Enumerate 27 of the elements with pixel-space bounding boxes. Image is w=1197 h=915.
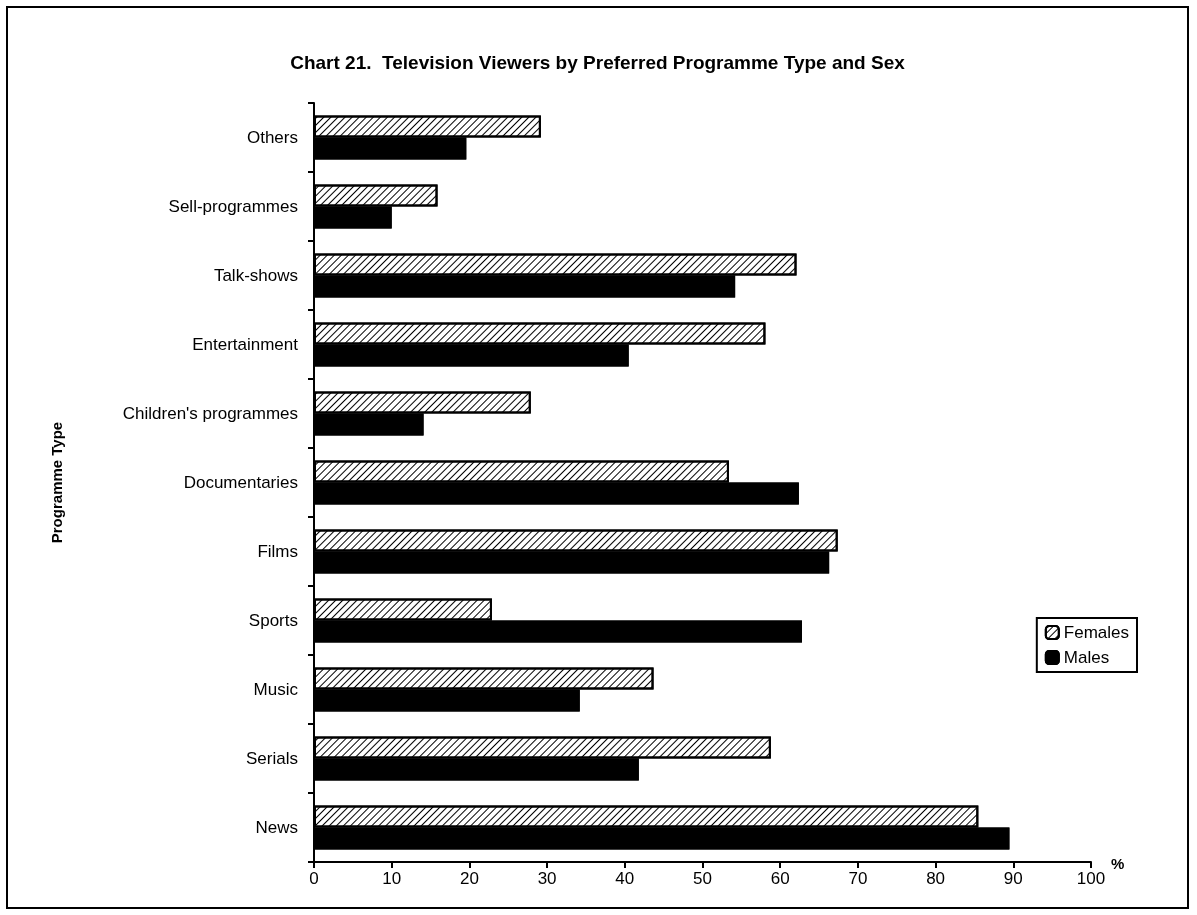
y-tick-label: Children's programmes [122,404,298,423]
x-tick-label: 70 [848,869,868,888]
y-tick-label: Talk-shows [213,266,298,285]
y-tick-label: Entertainment [192,335,299,354]
y-tick-label: Others [246,128,298,147]
x-tick-label: 30 [537,869,557,888]
y-tick-label: Films [257,542,298,561]
x-tick-label: 20 [459,869,479,888]
legend-label: Males [1063,648,1110,667]
x-tick-label: 50 [693,869,712,888]
y-tick-label: Music [253,680,299,699]
x-tick-label: 100 [1076,869,1106,888]
x-tick-label: 40 [615,869,635,888]
x-tick-label: 10 [382,869,402,888]
y-axis-title: Programme Type [48,421,65,544]
x-tick-label: 80 [926,869,946,888]
chart-title: Chart 21. Television Viewers by Preferred Programme Type and Sex [290,52,906,73]
x-tick-label: 60 [770,869,790,888]
y-tick-label: Sports [248,611,298,630]
y-tick-label: Sell-programmes [168,197,298,216]
x-axis-title: % [1111,855,1125,872]
x-tick-label: 0 [309,869,319,888]
y-tick-label: News [255,818,298,837]
legend-label: Females [1063,623,1129,642]
y-tick-label: Documentaries [183,473,298,492]
x-tick-label: 90 [1003,869,1023,888]
y-tick-label: Serials [246,749,298,768]
